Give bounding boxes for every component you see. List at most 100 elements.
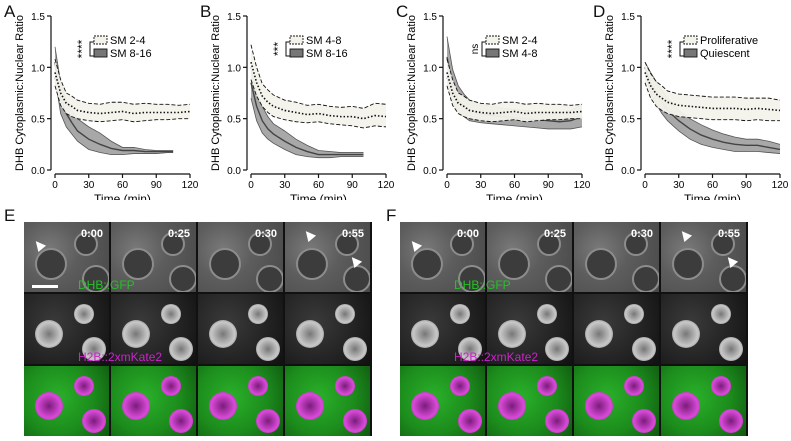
y-axis-label: DHB Cytoplasmic:Nuclear Ratio [14, 15, 26, 171]
y-tick-label: 0.5 [423, 115, 437, 126]
y-tick-label: 0.0 [31, 166, 45, 177]
legend-label: Quiescent [700, 48, 750, 60]
nucleus [450, 304, 470, 324]
nucleus [335, 304, 355, 324]
nucleus [672, 320, 700, 348]
microscopy-panel-f: 0:00 0:25 0:30 0:55 DHB::GFP H2B::2xmKate2 [400, 222, 748, 436]
series-line [54, 72, 191, 115]
micrograph-cell [487, 294, 572, 364]
panel-letter-f: F [386, 206, 397, 225]
legend-label: SM 4-8 [502, 48, 537, 60]
nucleus [498, 320, 526, 348]
series-lower-edge [250, 79, 387, 129]
x-axis-label: Time (min) [290, 192, 347, 200]
x-tick-label: 30 [475, 180, 487, 191]
nucleus [74, 304, 94, 324]
nucleus [624, 232, 648, 256]
nucleus [537, 376, 557, 396]
series-upper-edge [446, 59, 583, 106]
nucleus [585, 320, 613, 348]
x-tick-label: 120 [574, 180, 590, 191]
x-tick-label: 60 [117, 180, 129, 191]
y-axis-label: DHB Cytoplasmic:Nuclear Ratio [604, 15, 616, 171]
nucleus [711, 376, 731, 396]
nucleus [169, 337, 193, 361]
y-tick-label: 0.0 [423, 166, 437, 177]
nucleus [632, 337, 656, 361]
y-tick-label: 1.0 [31, 63, 45, 74]
x-tick-label: 90 [741, 180, 753, 191]
x-tick-label: 0 [444, 180, 450, 191]
series-band [251, 67, 364, 158]
micrograph-cell [111, 366, 196, 436]
series-line [54, 62, 174, 153]
nucleus [82, 265, 109, 292]
legend-label: Proliferative [700, 35, 758, 47]
series-upper-edge [644, 61, 781, 101]
nucleus [719, 337, 743, 361]
micrograph-cell [574, 294, 659, 364]
nucleus [335, 232, 359, 256]
nucleus [711, 304, 731, 324]
nucleus [624, 304, 644, 324]
y-tick-label: 0.5 [31, 115, 45, 126]
micrograph-cell: 0:00 [24, 222, 109, 292]
nucleus [624, 376, 644, 396]
series-band [55, 46, 174, 155]
nucleus [343, 409, 367, 433]
panel-letter-b: B [200, 2, 212, 21]
chart-d: DHB Cytoplasmic:Nuclear Ratio Time (min) 0… [604, 12, 789, 200]
legend-label: SM 8-16 [110, 48, 152, 60]
legend-swatch [289, 48, 304, 58]
panel-letter-d: D [593, 2, 606, 21]
y-tick-label: 1.0 [423, 63, 437, 74]
y-axis-label: DHB Cytoplasmic:Nuclear Ratio [210, 15, 222, 171]
series-lower-edge [250, 98, 364, 159]
nucleus [719, 265, 746, 292]
series-upper-edge [54, 59, 191, 106]
micrograph-cell: 0:30 [198, 222, 283, 292]
nucleus [632, 265, 659, 292]
significance-bracket [481, 41, 486, 57]
nucleus [248, 376, 268, 396]
series-lower-edge [54, 77, 174, 156]
significance-bracket [89, 41, 94, 57]
legend-swatch [93, 35, 108, 45]
micrograph-cell [661, 294, 746, 364]
nucleus [545, 409, 569, 433]
scale-bar [32, 285, 58, 288]
y-tick-label: 0.0 [621, 166, 635, 177]
nucleus [450, 232, 474, 256]
micrograph-cell: 0:30 [574, 222, 659, 292]
x-tick-label: 30 [83, 180, 95, 191]
y-tick-label: 0.5 [621, 115, 635, 126]
x-axis-label: Time (min) [486, 192, 543, 200]
micrograph-cell: 0:55 [285, 222, 370, 292]
nucleus [209, 248, 241, 280]
legend-swatch [485, 35, 500, 45]
nucleus [296, 320, 324, 348]
timestamp-label: 0:30 [630, 228, 653, 240]
y-tick-label: 0.0 [227, 166, 241, 177]
nucleus [498, 248, 530, 280]
nucleus [672, 392, 700, 420]
series-band [447, 59, 582, 122]
panel-letter-a: A [4, 2, 16, 21]
nucleus [498, 392, 526, 420]
nucleus [343, 337, 367, 361]
nucleus [585, 248, 617, 280]
micrograph-cell [198, 294, 283, 364]
timestamp-label: 0:25 [167, 228, 190, 240]
panel-letter-c: C [396, 2, 409, 21]
micrograph-cell [198, 366, 283, 436]
significance-bracket [679, 41, 684, 57]
nucleus [296, 392, 324, 420]
nucleus [161, 376, 181, 396]
x-tick-label: 0 [642, 180, 648, 191]
legend-label: SM 4-8 [306, 35, 341, 47]
nucleus [35, 392, 63, 420]
nucleus [458, 409, 482, 433]
nucleus [122, 248, 154, 280]
legend-label: SM 8-16 [306, 48, 348, 60]
nucleus [335, 376, 355, 396]
